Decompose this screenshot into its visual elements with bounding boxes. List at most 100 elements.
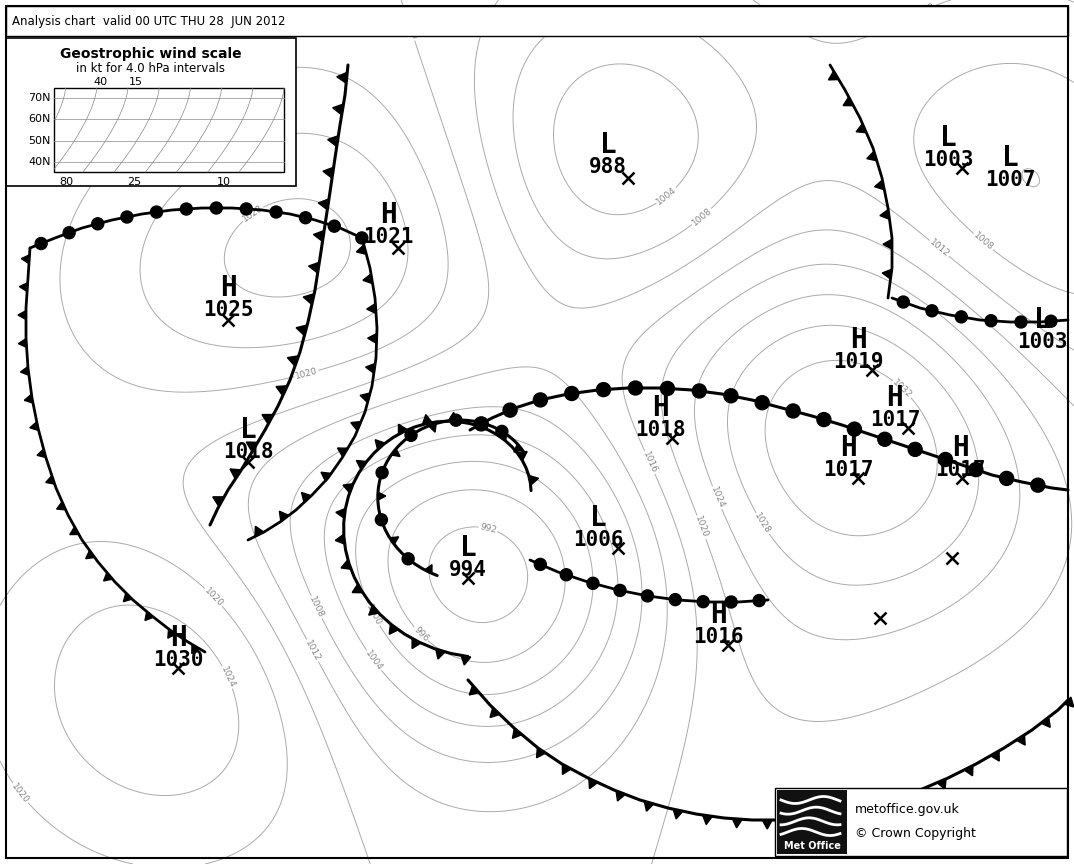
- Polygon shape: [852, 809, 861, 818]
- Polygon shape: [321, 473, 331, 481]
- Polygon shape: [357, 245, 366, 254]
- Text: 1020: 1020: [10, 781, 31, 805]
- Polygon shape: [398, 424, 407, 435]
- Polygon shape: [512, 728, 522, 739]
- Polygon shape: [883, 239, 892, 249]
- Text: L: L: [460, 534, 477, 562]
- Polygon shape: [513, 444, 523, 452]
- Text: Analysis chart  valid 00 UTC THU 28  JUN 2012: Analysis chart valid 00 UTC THU 28 JUN 2…: [12, 15, 286, 28]
- Circle shape: [786, 404, 800, 418]
- Polygon shape: [255, 526, 264, 537]
- Text: 994: 994: [449, 560, 487, 580]
- Polygon shape: [391, 448, 400, 456]
- Circle shape: [355, 232, 368, 244]
- Text: H: H: [170, 624, 187, 652]
- Text: 50N: 50N: [29, 136, 50, 146]
- Polygon shape: [168, 629, 176, 638]
- Circle shape: [1015, 316, 1027, 328]
- Text: 1007: 1007: [985, 170, 1035, 190]
- Text: L: L: [1002, 144, 1018, 172]
- Polygon shape: [363, 274, 373, 283]
- Polygon shape: [337, 448, 348, 457]
- Polygon shape: [436, 649, 446, 659]
- Text: Met Office: Met Office: [784, 841, 841, 851]
- Text: 80: 80: [59, 177, 73, 187]
- Polygon shape: [461, 655, 470, 665]
- Text: 10: 10: [217, 177, 231, 187]
- Circle shape: [402, 553, 415, 565]
- Circle shape: [725, 596, 737, 608]
- Text: 1019: 1019: [832, 352, 883, 372]
- Text: 996: 996: [411, 625, 430, 644]
- Text: H: H: [710, 601, 726, 629]
- Text: 1017: 1017: [934, 460, 985, 480]
- Polygon shape: [474, 417, 483, 428]
- Circle shape: [985, 314, 997, 327]
- Polygon shape: [288, 356, 299, 366]
- Polygon shape: [644, 801, 654, 811]
- Circle shape: [596, 383, 610, 397]
- Circle shape: [724, 389, 738, 403]
- Bar: [777, 790, 847, 854]
- Text: 1006: 1006: [572, 530, 623, 550]
- Text: L: L: [1033, 306, 1050, 334]
- Circle shape: [1031, 478, 1045, 492]
- Polygon shape: [882, 270, 891, 279]
- Text: 1025: 1025: [203, 300, 253, 320]
- Polygon shape: [828, 71, 839, 80]
- Circle shape: [496, 425, 508, 437]
- Circle shape: [475, 416, 489, 431]
- Text: 1004: 1004: [655, 186, 679, 206]
- Circle shape: [91, 218, 104, 230]
- Text: L: L: [940, 124, 956, 152]
- Circle shape: [897, 296, 910, 308]
- Circle shape: [329, 220, 340, 232]
- Circle shape: [926, 305, 938, 317]
- Polygon shape: [296, 325, 307, 335]
- Polygon shape: [145, 612, 154, 620]
- Circle shape: [661, 382, 674, 396]
- Polygon shape: [308, 262, 319, 273]
- Polygon shape: [673, 809, 683, 819]
- Text: 1012: 1012: [928, 238, 952, 259]
- Polygon shape: [365, 364, 375, 373]
- Circle shape: [969, 462, 983, 477]
- Text: 1003: 1003: [1017, 332, 1068, 352]
- Circle shape: [376, 514, 388, 526]
- Text: 1030: 1030: [153, 650, 203, 670]
- Polygon shape: [563, 764, 571, 774]
- Text: 1020: 1020: [294, 366, 319, 381]
- Polygon shape: [337, 73, 347, 83]
- Text: H: H: [219, 274, 236, 302]
- Polygon shape: [881, 801, 890, 810]
- Polygon shape: [333, 104, 344, 115]
- Polygon shape: [822, 815, 832, 824]
- Text: 1028: 1028: [753, 511, 772, 536]
- Text: © Crown Copyright: © Crown Copyright: [855, 828, 976, 841]
- Circle shape: [697, 595, 709, 607]
- Circle shape: [503, 403, 517, 417]
- Polygon shape: [103, 573, 113, 581]
- Text: 988: 988: [589, 157, 627, 177]
- Polygon shape: [422, 415, 432, 424]
- Polygon shape: [342, 560, 351, 569]
- Polygon shape: [192, 645, 200, 653]
- Circle shape: [211, 202, 222, 214]
- Circle shape: [561, 569, 572, 581]
- Polygon shape: [1041, 717, 1050, 727]
- Text: H: H: [652, 394, 668, 422]
- Polygon shape: [616, 791, 625, 801]
- Circle shape: [150, 206, 162, 218]
- Polygon shape: [448, 412, 459, 422]
- Text: L: L: [599, 131, 616, 159]
- Polygon shape: [368, 606, 379, 615]
- Text: 1024: 1024: [193, 156, 217, 176]
- Text: 992: 992: [479, 522, 497, 535]
- Text: 1016: 1016: [641, 450, 658, 475]
- Text: 1020: 1020: [693, 515, 710, 539]
- Text: 1000: 1000: [364, 602, 383, 627]
- Text: 40N: 40N: [29, 157, 50, 167]
- Polygon shape: [412, 638, 421, 649]
- Polygon shape: [537, 747, 546, 758]
- Circle shape: [628, 381, 642, 395]
